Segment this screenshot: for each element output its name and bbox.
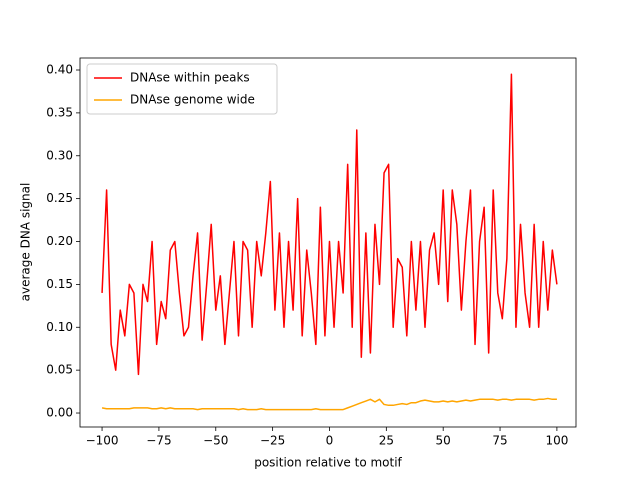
y-tick-label: 0.15 bbox=[46, 277, 73, 291]
y-tick-label: 0.25 bbox=[46, 191, 73, 205]
y-tick-label: 0.00 bbox=[46, 406, 73, 420]
x-tick-label: 100 bbox=[545, 434, 568, 448]
x-tick-label: 0 bbox=[326, 434, 334, 448]
y-tick-label: 0.20 bbox=[46, 234, 73, 248]
y-tick-label: 0.05 bbox=[46, 363, 73, 377]
data-line bbox=[101, 397, 557, 411]
x-tick-label: 75 bbox=[492, 434, 507, 448]
x-tick-label: −100 bbox=[86, 434, 119, 448]
x-tick-label: −75 bbox=[146, 434, 171, 448]
x-axis-label: position relative to motif bbox=[254, 456, 402, 470]
x-tick-label: −25 bbox=[260, 434, 285, 448]
legend-box bbox=[86, 63, 278, 115]
x-tick-label: 25 bbox=[379, 434, 394, 448]
data-line bbox=[101, 73, 558, 376]
x-tick-label: −50 bbox=[203, 434, 228, 448]
y-tick-label: 0.10 bbox=[46, 320, 73, 334]
y-tick-label: 0.40 bbox=[46, 63, 73, 77]
y-tick-label: 0.30 bbox=[46, 148, 73, 162]
legend-label: DNAse genome wide bbox=[130, 93, 255, 107]
y-tick-label: 0.35 bbox=[46, 105, 73, 119]
legend-label: DNAse within peaks bbox=[130, 71, 250, 85]
x-tick-label: 50 bbox=[436, 434, 451, 448]
plot-frame bbox=[79, 57, 577, 428]
y-axis-label: average DNA signal bbox=[19, 183, 33, 302]
